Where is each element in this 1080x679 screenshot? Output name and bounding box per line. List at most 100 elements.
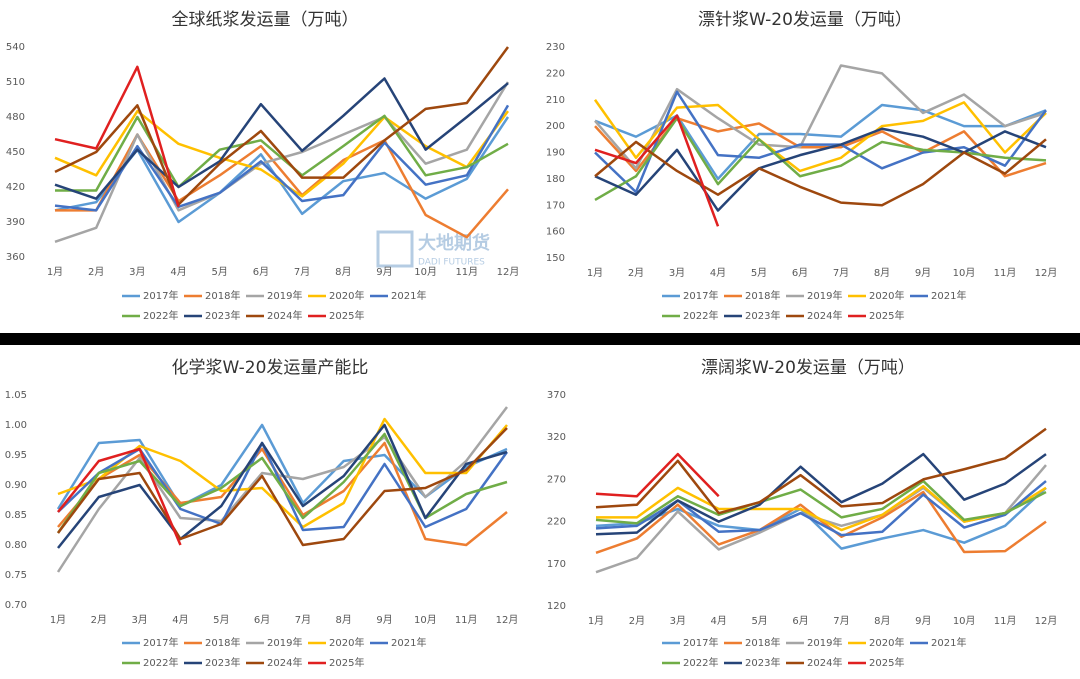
y-tick-label: 0.95 bbox=[5, 450, 27, 461]
y-tick-label: 360 bbox=[6, 252, 25, 263]
x-tick-label: 5月 bbox=[213, 614, 229, 626]
legend-label: 2023年 bbox=[745, 309, 780, 322]
legend-label: 2024年 bbox=[807, 656, 842, 669]
y-tick-label: 0.75 bbox=[5, 570, 27, 581]
x-tick-label: 4月 bbox=[170, 266, 186, 278]
x-tick-label: 9月 bbox=[376, 614, 392, 626]
series-line bbox=[594, 64, 1047, 170]
watermark-logo bbox=[376, 230, 414, 268]
x-tick-label: 3月 bbox=[129, 266, 145, 278]
chart-title: 化学浆W-20发运量产能比 bbox=[172, 358, 369, 378]
legend-label: 2017年 bbox=[683, 289, 718, 302]
y-tick-label: 1.05 bbox=[5, 390, 27, 401]
legend-label: 2020年 bbox=[869, 289, 904, 302]
series-line bbox=[595, 452, 720, 498]
watermark-text: 大地期货 bbox=[418, 232, 490, 254]
legend-label: 2018年 bbox=[745, 289, 780, 302]
x-tick-label: 12月 bbox=[1035, 615, 1058, 627]
y-tick-label: 160 bbox=[546, 227, 565, 238]
legend-label: 2024年 bbox=[807, 309, 842, 322]
legend-label: 2021年 bbox=[391, 636, 426, 649]
x-tick-label: 9月 bbox=[915, 615, 931, 627]
series-line bbox=[55, 114, 509, 192]
series-line bbox=[594, 103, 1047, 181]
legend-label: 2020年 bbox=[869, 636, 904, 649]
series-line bbox=[54, 109, 510, 198]
y-tick-label: 230 bbox=[546, 42, 565, 53]
legend-label: 2023年 bbox=[205, 309, 240, 322]
x-tick-label: 11月 bbox=[455, 266, 478, 278]
series-line bbox=[596, 484, 1047, 532]
y-tick-label: 220 bbox=[547, 517, 566, 528]
x-tick-label: 11月 bbox=[994, 267, 1017, 279]
legend-label: 2019年 bbox=[267, 289, 302, 302]
y-tick-label: 480 bbox=[6, 112, 25, 123]
x-tick-label: 8月 bbox=[336, 614, 352, 626]
x-tick-label: 5月 bbox=[212, 266, 228, 278]
x-tick-label: 7月 bbox=[294, 266, 310, 278]
watermark-subtext: DADI FUTURES bbox=[418, 258, 485, 268]
x-tick-label: 10月 bbox=[953, 615, 976, 627]
legend-label: 2025年 bbox=[329, 309, 364, 322]
y-tick-label: 450 bbox=[6, 147, 25, 158]
legend-label: 2022年 bbox=[143, 656, 178, 669]
series-line bbox=[594, 116, 1047, 202]
x-tick-label: 2月 bbox=[628, 267, 644, 279]
series-line bbox=[595, 427, 1047, 515]
legend-label: 2022年 bbox=[143, 309, 178, 322]
x-tick-label: 10月 bbox=[953, 267, 976, 279]
x-tick-label: 12月 bbox=[497, 266, 520, 278]
legend-label: 2025年 bbox=[329, 656, 364, 669]
y-tick-label: 170 bbox=[546, 200, 565, 211]
series-line bbox=[594, 114, 720, 227]
y-tick-label: 200 bbox=[546, 121, 565, 132]
y-tick-label: 170 bbox=[547, 559, 566, 570]
x-tick-label: 6月 bbox=[792, 615, 808, 627]
series-line bbox=[595, 479, 1047, 525]
legend-label: 2020年 bbox=[329, 289, 364, 302]
y-tick-label: 1.00 bbox=[5, 420, 27, 431]
y-tick-label: 540 bbox=[6, 42, 25, 53]
legend-label: 2021年 bbox=[391, 289, 426, 302]
legend-label: 2019年 bbox=[267, 636, 302, 649]
x-tick-label: 1月 bbox=[50, 614, 66, 626]
series-line bbox=[594, 138, 1047, 207]
series-line bbox=[57, 423, 508, 549]
series-line bbox=[56, 432, 508, 534]
x-tick-label: 7月 bbox=[833, 267, 849, 279]
x-tick-label: 12月 bbox=[496, 614, 519, 626]
y-tick-label: 0.90 bbox=[5, 480, 27, 491]
x-tick-label: 6月 bbox=[254, 614, 270, 626]
x-tick-label: 3月 bbox=[670, 615, 686, 627]
legend-label: 2025年 bbox=[869, 309, 904, 322]
x-tick-label: 11月 bbox=[994, 615, 1017, 627]
legend-label: 2025年 bbox=[869, 656, 904, 669]
legend-label: 2022年 bbox=[683, 309, 718, 322]
x-tick-label: 10月 bbox=[414, 266, 437, 278]
x-tick-label: 5月 bbox=[751, 615, 767, 627]
legend-label: 2019年 bbox=[807, 636, 842, 649]
series-line bbox=[594, 127, 1047, 212]
y-tick-label: 0.70 bbox=[5, 600, 27, 611]
y-tick-label: 390 bbox=[6, 217, 25, 228]
series-line bbox=[57, 447, 182, 546]
legend-label: 2022年 bbox=[683, 656, 718, 669]
series-line bbox=[57, 441, 508, 547]
series-line bbox=[54, 46, 510, 206]
legend-label: 2024年 bbox=[267, 656, 302, 669]
legend-label: 2021年 bbox=[931, 636, 966, 649]
legend-label: 2018年 bbox=[745, 636, 780, 649]
x-tick-label: 2月 bbox=[88, 266, 104, 278]
series-line bbox=[595, 452, 1047, 536]
x-tick-label: 12月 bbox=[1035, 267, 1058, 279]
y-tick-label: 0.85 bbox=[5, 510, 27, 521]
y-tick-label: 320 bbox=[547, 432, 566, 443]
legend-label: 2023年 bbox=[205, 656, 240, 669]
y-tick-label: 510 bbox=[6, 77, 25, 88]
x-tick-label: 9月 bbox=[915, 267, 931, 279]
x-tick-label: 8月 bbox=[335, 266, 351, 278]
x-tick-label: 2月 bbox=[629, 615, 645, 627]
x-tick-label: 5月 bbox=[751, 267, 767, 279]
x-tick-label: 7月 bbox=[295, 614, 311, 626]
